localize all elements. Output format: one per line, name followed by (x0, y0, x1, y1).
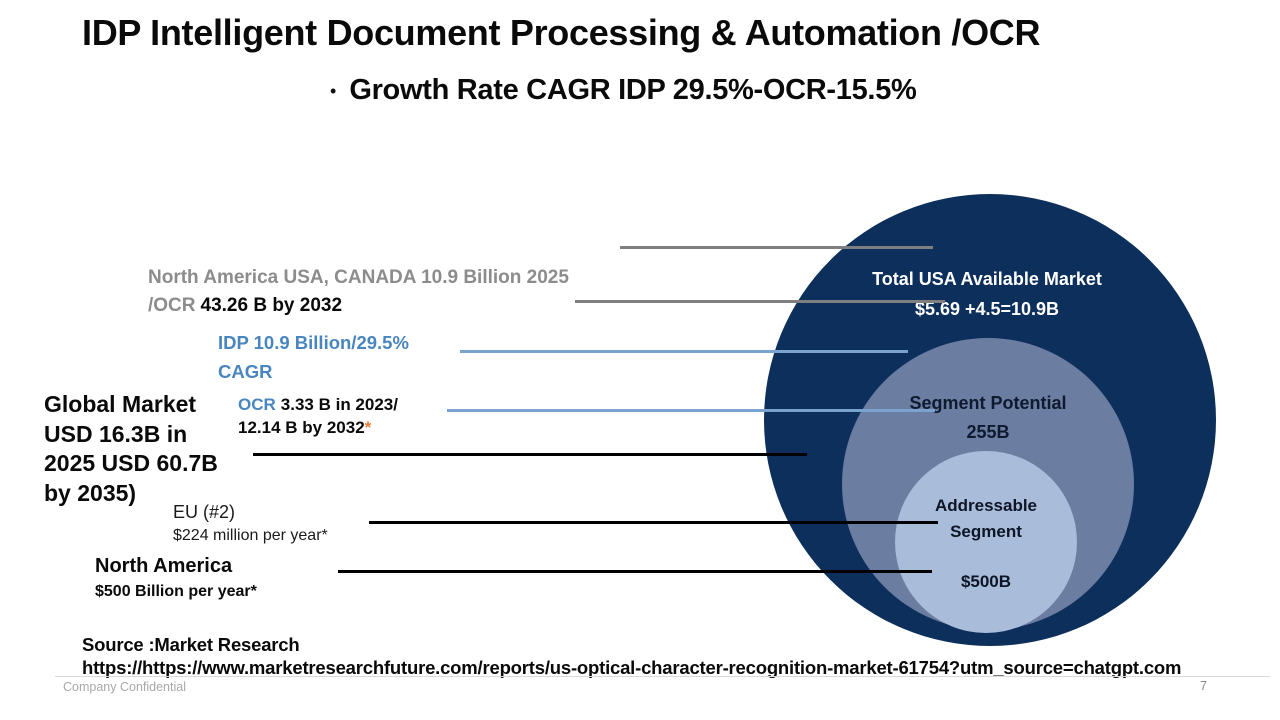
subtitle-row: • Growth Rate CAGR IDP 29.5%-OCR-15.5% (330, 74, 917, 107)
eu-line1: EU (#2) (173, 502, 236, 522)
page-title: IDP Intelligent Document Processing & Au… (82, 12, 1041, 53)
leader-line-global-market (253, 453, 807, 456)
venn-inner-value: $500B (960, 572, 1012, 591)
leader-line-eu (369, 521, 938, 524)
venn-middle-title: Segment Potential (909, 393, 1067, 413)
leader-line-idp (460, 350, 908, 353)
leader-line-ocr-gray (575, 300, 945, 303)
leader-line-na-top (620, 246, 933, 249)
source-block: Source :Market Research https://https://… (82, 633, 1267, 679)
na-bottom-line1: North America (95, 555, 233, 577)
global-market-line4: by 2035) (44, 479, 137, 506)
na-top-line1: North America USA, CANADA 10.9 Billion 2… (148, 267, 569, 288)
ocr-value1: 3.33 B in 2023/ (280, 395, 398, 414)
callout-eu: EU (#2) $224 million per year* (173, 500, 433, 546)
venn-middle-label: Segment Potential 255B (842, 389, 1134, 447)
venn-middle-value: 255B (966, 422, 1010, 442)
source-line1: Source :Market Research (82, 634, 300, 655)
na-top-ocr-prefix: /OCR (148, 295, 196, 316)
footer-confidential: Company Confidential (63, 680, 186, 694)
global-market-line3: 2025 USD 60.7B (44, 450, 218, 476)
callout-global-market: Global Market USD 16.3B in 2025 USD 60.7… (44, 390, 264, 508)
venn-inner-circle (895, 451, 1077, 633)
venn-inner-title-line1: Addressable (934, 496, 1038, 515)
ocr-line1: OCR 3.33 B in 2023/ (238, 393, 468, 416)
ocr-value2: 12.14 B by 2032 (238, 418, 365, 437)
eu-line2: $224 million per year* (173, 527, 328, 544)
global-market-line2: USD 16.3B in (44, 420, 188, 447)
ocr-footnote-star: * (364, 418, 372, 437)
leader-line-na-bottom (338, 570, 932, 573)
ocr-term: OCR (238, 395, 276, 414)
venn-inner-label: Addressable Segment $500B (895, 493, 1077, 595)
venn-outer-title: Total USA Available Market (872, 269, 1102, 289)
callout-ocr: OCR 3.33 B in 2023/ 12.14 B by 2032* (238, 393, 468, 439)
source-url: https://https://www.marketresearchfuture… (82, 657, 1182, 678)
idp-line1: IDP 10.9 Billion/29.5% (218, 332, 409, 353)
venn-inner-title-line2: Segment (950, 522, 1022, 541)
callout-idp: IDP 10.9 Billion/29.5% CAGR (218, 328, 478, 386)
idp-line2: CAGR (218, 361, 273, 382)
callout-north-america-bottom: North America $500 Billion per year* (95, 554, 375, 602)
slide-subtitle: Growth Rate CAGR IDP 29.5%-OCR-15.5% (349, 74, 917, 106)
ocr-line2: 12.14 B by 2032* (238, 416, 468, 439)
venn-outer-value: $5.69 +4.5=10.9B (914, 299, 1060, 319)
na-top-line2: /OCR 43.26 B by 2032 (148, 292, 648, 320)
leader-line-ocr-blue (447, 409, 935, 412)
na-bottom-line2: $500 Billion per year* (95, 583, 257, 600)
footer-divider (55, 676, 1270, 677)
global-market-line1: Global Market (44, 391, 197, 417)
venn-outer-label: Total USA Available Market $5.69 +4.5=10… (767, 264, 1207, 324)
callout-north-america-top: North America USA, CANADA 10.9 Billion 2… (148, 264, 648, 320)
na-top-value: 43.26 B by 2032 (200, 295, 343, 316)
footer-page-number: 7 (1200, 679, 1207, 693)
bullet-icon: • (330, 80, 337, 101)
